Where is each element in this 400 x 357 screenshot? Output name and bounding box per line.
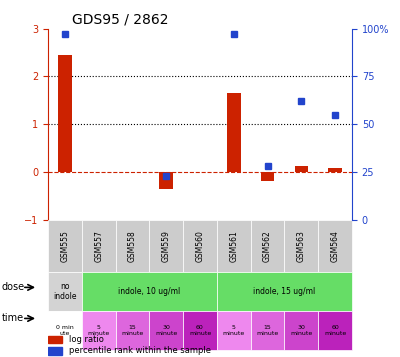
Text: GSM561: GSM561 [229, 230, 238, 262]
Text: GSM558: GSM558 [128, 230, 137, 262]
FancyBboxPatch shape [149, 311, 183, 350]
FancyBboxPatch shape [251, 311, 284, 350]
Bar [328, 169, 342, 172]
Text: GSM555: GSM555 [60, 230, 69, 262]
Text: GSM560: GSM560 [196, 230, 204, 262]
FancyBboxPatch shape [48, 311, 82, 350]
Text: dose: dose [2, 282, 25, 292]
Bar [48, 336, 62, 343]
Text: 5
minute: 5 minute [223, 325, 245, 336]
Bar [294, 166, 308, 172]
Text: 60
minute: 60 minute [324, 325, 346, 336]
Text: GSM564: GSM564 [331, 230, 340, 262]
FancyBboxPatch shape [82, 311, 116, 350]
FancyBboxPatch shape [251, 220, 284, 272]
Text: GSM559: GSM559 [162, 230, 171, 262]
Bar [160, 172, 173, 188]
FancyBboxPatch shape [217, 220, 251, 272]
Text: 60
minute: 60 minute [189, 325, 211, 336]
FancyBboxPatch shape [116, 220, 149, 272]
Text: GDS95 / 2862: GDS95 / 2862 [72, 12, 169, 26]
Text: percentile rank within the sample: percentile rank within the sample [69, 346, 211, 355]
FancyBboxPatch shape [284, 311, 318, 350]
Text: GSM557: GSM557 [94, 230, 103, 262]
FancyBboxPatch shape [116, 311, 149, 350]
FancyBboxPatch shape [48, 272, 82, 311]
FancyBboxPatch shape [183, 220, 217, 272]
Text: indole, 10 ug/ml: indole, 10 ug/ml [118, 287, 180, 296]
Bar [261, 172, 274, 181]
Text: indole, 15 ug/ml: indole, 15 ug/ml [253, 287, 316, 296]
FancyBboxPatch shape [318, 220, 352, 272]
Text: 15
minute: 15 minute [121, 325, 144, 336]
Text: GSM562: GSM562 [263, 230, 272, 262]
FancyBboxPatch shape [318, 311, 352, 350]
FancyBboxPatch shape [217, 272, 352, 311]
Text: time: time [2, 313, 24, 323]
FancyBboxPatch shape [217, 311, 251, 350]
Text: 30
minute: 30 minute [155, 325, 177, 336]
Text: 5
minute: 5 minute [88, 325, 110, 336]
Text: no
indole: no indole [53, 282, 77, 301]
FancyBboxPatch shape [48, 220, 82, 272]
FancyBboxPatch shape [183, 311, 217, 350]
Text: 0 min
ute: 0 min ute [56, 325, 74, 336]
Bar [227, 93, 240, 172]
Text: 30
minute: 30 minute [290, 325, 312, 336]
Bar [58, 55, 72, 172]
Bar [48, 347, 62, 355]
Text: GSM563: GSM563 [297, 230, 306, 262]
Text: log ratio: log ratio [69, 335, 104, 344]
Text: 15
minute: 15 minute [256, 325, 279, 336]
FancyBboxPatch shape [82, 220, 116, 272]
FancyBboxPatch shape [284, 220, 318, 272]
FancyBboxPatch shape [82, 272, 217, 311]
FancyBboxPatch shape [149, 220, 183, 272]
